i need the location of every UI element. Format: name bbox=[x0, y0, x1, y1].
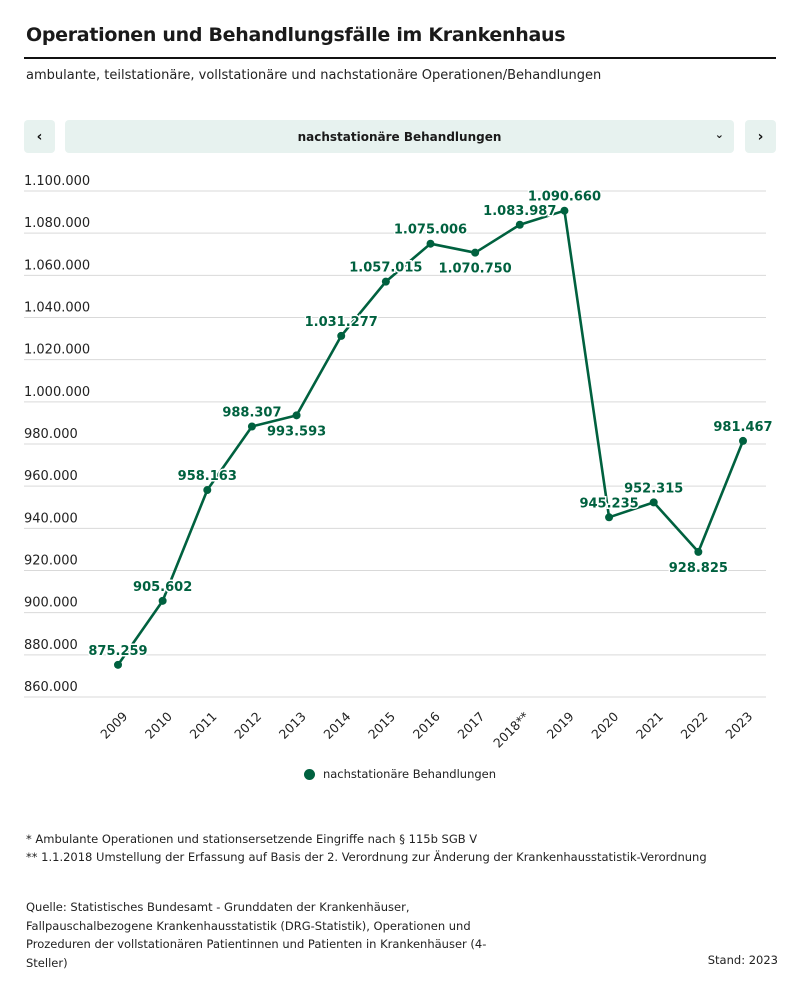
x-tick-label: 2016 bbox=[410, 709, 443, 742]
series-select-value: nachstationäre Behandlungen bbox=[297, 129, 502, 144]
data-point bbox=[560, 206, 569, 215]
data-label: 1.090.660 bbox=[528, 190, 601, 205]
x-tick-label: 2014 bbox=[320, 709, 353, 742]
data-point bbox=[381, 277, 390, 286]
y-tick-label: 920.000 bbox=[24, 554, 78, 569]
x-tick-label: 2015 bbox=[365, 709, 398, 742]
x-tick-label: 2017 bbox=[454, 709, 487, 742]
x-tick-label: 2010 bbox=[142, 709, 175, 742]
data-point bbox=[605, 513, 614, 522]
legend[interactable]: nachstationäre Behandlungen bbox=[0, 767, 800, 781]
y-tick-label: 960.000 bbox=[24, 469, 78, 484]
data-label: 905.602 bbox=[133, 580, 192, 595]
data-point bbox=[694, 547, 703, 556]
chart-subtitle: ambulante, teilstationäre, vollstationär… bbox=[26, 68, 602, 83]
grid-lines bbox=[24, 190, 766, 698]
y-axis-ticks: 860.000 880.000 900.000 920.000 940.000 960.0… bbox=[24, 174, 90, 695]
x-tick-label: 2020 bbox=[588, 709, 621, 742]
legend-label: nachstationäre Behandlungen bbox=[322, 767, 497, 781]
data-label: 945.235 bbox=[579, 496, 638, 511]
data-label: 1.057.015 bbox=[349, 261, 422, 276]
series-line bbox=[114, 206, 747, 669]
data-point bbox=[337, 331, 346, 340]
data-label: 1.031.277 bbox=[305, 315, 378, 330]
data-point bbox=[292, 411, 301, 420]
legend-marker-icon bbox=[303, 768, 315, 780]
series-select[interactable]: nachstationäre Behandlungen ⌄ bbox=[65, 120, 734, 153]
y-tick-label: 880.000 bbox=[24, 638, 78, 653]
data-label: 1.075.006 bbox=[394, 223, 467, 238]
title-divider bbox=[24, 57, 776, 59]
data-label: 981.467 bbox=[713, 420, 772, 435]
x-tick-label: 2009 bbox=[97, 709, 130, 742]
y-tick-label: 1.080.000 bbox=[24, 216, 90, 231]
data-label: 928.825 bbox=[669, 561, 728, 576]
chevron-left-icon: ‹ bbox=[36, 128, 43, 145]
x-tick-label: 2023 bbox=[722, 709, 755, 742]
x-tick-label: 2022 bbox=[678, 709, 711, 742]
footnotes: * Ambulante Operationen und stationserse… bbox=[26, 830, 707, 866]
x-tick-label: 2021 bbox=[633, 709, 666, 742]
x-tick-label: 2018** bbox=[490, 709, 532, 750]
y-tick-label: 1.040.000 bbox=[24, 301, 90, 316]
y-tick-label: 860.000 bbox=[24, 680, 78, 695]
x-tick-label: 2019 bbox=[544, 709, 577, 742]
data-label: 1.083.987 bbox=[483, 204, 556, 219]
data-point bbox=[471, 248, 480, 257]
data-label: 875.259 bbox=[88, 644, 147, 659]
series-line-path bbox=[116, 209, 745, 666]
chart-title: Operationen und Behandlungsfälle im Kran… bbox=[26, 24, 566, 46]
data-point bbox=[203, 486, 212, 495]
data-label: 1.070.750 bbox=[439, 262, 512, 277]
data-point bbox=[426, 239, 435, 248]
x-tick-label: 2011 bbox=[186, 709, 219, 742]
footnote: ** 1.1.2018 Umstellung der Erfassung auf… bbox=[26, 850, 707, 864]
previous-button[interactable]: ‹ bbox=[24, 120, 55, 153]
source-note: Quelle: Statistisches Bundesamt - Grundd… bbox=[26, 900, 487, 970]
chevron-down-icon: ⌄ bbox=[714, 128, 724, 141]
y-tick-label: 1.060.000 bbox=[24, 258, 90, 273]
line-chart: 860.000 880.000 900.000 920.000 940.000 960.0… bbox=[24, 174, 774, 750]
stand-date: Stand: 2023 bbox=[707, 953, 778, 967]
data-label: 988.307 bbox=[222, 405, 281, 420]
data-label: 952.315 bbox=[624, 481, 683, 496]
x-tick-label: 2012 bbox=[231, 709, 264, 742]
next-button[interactable]: › bbox=[745, 120, 776, 153]
data-point bbox=[247, 422, 256, 431]
y-tick-label: 940.000 bbox=[24, 511, 78, 526]
data-label: 958.163 bbox=[178, 469, 237, 484]
x-axis-ticks: 2009 2010 2011 2012 2013 2014 2015 2016 2017 2018… bbox=[97, 709, 755, 750]
y-tick-label: 900.000 bbox=[24, 596, 78, 611]
y-tick-label: 1.020.000 bbox=[24, 343, 90, 358]
y-tick-label: 1.100.000 bbox=[24, 174, 90, 189]
y-tick-label: 980.000 bbox=[24, 427, 78, 442]
data-point bbox=[515, 220, 524, 229]
y-tick-label: 1.000.000 bbox=[24, 385, 90, 400]
data-labels: 875.259 905.602 958.163 988.307 993.593 1.031… bbox=[87, 188, 774, 660]
footnote: * Ambulante Operationen und stationserse… bbox=[26, 832, 478, 846]
x-tick-label: 2013 bbox=[276, 709, 309, 742]
data-point bbox=[158, 596, 167, 605]
data-point bbox=[114, 660, 122, 669]
chevron-right-icon: › bbox=[757, 128, 764, 145]
data-point bbox=[649, 498, 658, 507]
data-point bbox=[739, 436, 747, 445]
data-label: 993.593 bbox=[267, 424, 326, 439]
